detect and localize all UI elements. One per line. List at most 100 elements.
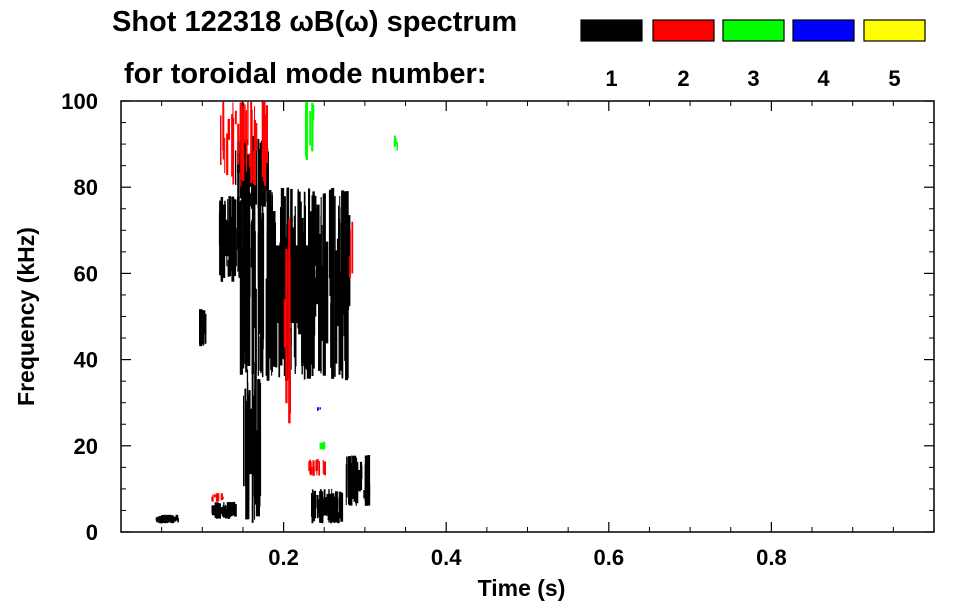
spectrum-streak-n1	[215, 505, 218, 509]
spectrum-streak-n3	[320, 442, 323, 449]
spectrum-core-n1	[224, 221, 232, 257]
series-n1	[155, 135, 371, 524]
spectrum-streak-n1	[223, 204, 226, 253]
spectrum-streak-n2	[244, 104, 246, 143]
spectrum-streak-n2	[316, 459, 319, 463]
spectrum-streak-n1	[261, 192, 264, 378]
spectrum-streak-n1	[232, 196, 234, 240]
spectrum-streak-n1	[226, 502, 229, 519]
spectrum-streak-n2	[222, 101, 225, 151]
legend-title: for toroidal mode number:	[124, 58, 487, 90]
spectrum-streak-n1	[341, 190, 345, 275]
spectrum-streak-n1	[245, 187, 248, 373]
spectrum-streak-n2	[241, 116, 244, 152]
legend-swatch-n5	[863, 19, 926, 42]
spectrum-streak-n2	[227, 118, 230, 140]
spectrum-streak-n1	[346, 215, 351, 307]
legend-label-n4: 4	[817, 66, 830, 91]
spectrum-streak-n2	[217, 493, 220, 502]
spectrum-streak-n1	[252, 188, 256, 329]
spectrum-streak-n1	[295, 297, 297, 367]
spectrum-streak-n1	[227, 511, 231, 518]
spectrum-streak-n1	[260, 166, 263, 186]
spectrum-streak-n1	[338, 218, 341, 375]
spectrum-streak-n2	[224, 137, 226, 174]
spectrum-streak-n2	[254, 123, 258, 152]
spectrum-streak-n1	[155, 517, 159, 521]
spectrum-streak-n2	[285, 260, 288, 379]
spectrum-streak-n1	[315, 221, 320, 305]
spectrum-streak-n1	[254, 389, 256, 520]
spectrum-streak-n3	[322, 443, 324, 450]
spectrum-streak-n1	[334, 492, 337, 511]
spectrum-streak-n2	[232, 117, 235, 184]
spectrum-streak-n1	[266, 151, 269, 203]
spectrum-streak-n2	[240, 102, 243, 180]
spectrum-streak-n1	[313, 219, 316, 336]
spectrum-streak-n1	[328, 493, 331, 511]
spectrum-streak-n1	[241, 213, 243, 262]
series-n4	[317, 407, 321, 411]
spectrum-streak-n1	[321, 225, 323, 302]
spectrum-streak-n1	[334, 506, 335, 524]
spectrum-streak-n1	[257, 148, 261, 174]
spectrum-streak-n1	[216, 506, 219, 514]
spectrum-streak-n2	[254, 106, 255, 145]
spectrum-streak-n1	[336, 238, 339, 321]
spectrum-streak-n1	[265, 278, 269, 376]
spectrum-streak-n3	[395, 138, 397, 145]
legend-swatch-n2	[652, 19, 715, 42]
spectrum-streak-n1	[246, 420, 248, 519]
spectrum-streak-n2	[349, 229, 351, 278]
spectrum-streak-n1	[330, 205, 332, 306]
spectrum-streak-n2	[261, 101, 265, 178]
spectrum-streak-n1	[312, 495, 315, 522]
spectrum-streak-n1	[221, 206, 224, 260]
spectrum-streak-n1	[334, 196, 336, 377]
legend-label-n5: 5	[888, 66, 900, 91]
spectrum-streak-n1	[346, 456, 348, 498]
spectrum-streak-n3	[305, 101, 308, 160]
y-tick-label: 80	[74, 175, 98, 200]
spectrum-streak-n4	[317, 409, 319, 411]
spectrum-streak-n1	[246, 491, 250, 520]
spectrum-streak-n2	[221, 493, 223, 500]
spectrum-core-n1	[351, 469, 361, 491]
spectrum-streak-n2	[253, 150, 255, 184]
spectrum-streak-n1	[163, 514, 166, 520]
spectrum-streak-n1	[247, 248, 251, 298]
spectrum-streak-n1	[323, 489, 326, 503]
spectrum-streak-n1	[311, 503, 314, 524]
spectrum-streak-n1	[173, 516, 177, 522]
spectrum-streak-n1	[258, 169, 261, 187]
spectrum-streak-n2	[215, 493, 218, 502]
spectrum-streak-n1	[259, 336, 263, 371]
spectrum-streak-n1	[258, 236, 262, 335]
legend-swatch-n4	[792, 19, 855, 42]
spectrum-streak-n1	[175, 514, 179, 521]
spectrum-streak-n2	[323, 461, 326, 476]
legend-label-n2: 2	[677, 66, 689, 91]
spectrum-streak-n1	[360, 464, 363, 477]
legend-swatch-n1	[580, 19, 643, 42]
spectrum-streak-n1	[231, 504, 233, 514]
spectrum-streak-n1	[246, 369, 249, 406]
x-tick-label: 0.4	[431, 545, 462, 570]
spectrum-streak-n1	[237, 201, 241, 272]
spectrum-core-n1	[271, 245, 311, 323]
spectrum-streak-n2	[310, 467, 313, 475]
spectrum-streak-n2	[316, 459, 318, 471]
spectrum-streak-n1	[331, 187, 335, 379]
spectrum-streak-n1	[254, 361, 257, 505]
spectrum-streak-n1	[259, 189, 263, 203]
series-n3	[305, 101, 398, 450]
spectrum-streak-n3	[305, 119, 307, 156]
spectrum-streak-n2	[247, 101, 249, 146]
spectrum-streak-n1	[257, 379, 261, 506]
spectrum-streak-n1	[338, 491, 342, 519]
spectrum-streak-n1	[308, 307, 310, 360]
spectrum-streak-n2	[248, 153, 252, 168]
spectrum-streak-n1	[326, 258, 328, 340]
spectrum-streak-n2	[211, 496, 214, 502]
spectrum-streak-n1	[248, 194, 250, 285]
